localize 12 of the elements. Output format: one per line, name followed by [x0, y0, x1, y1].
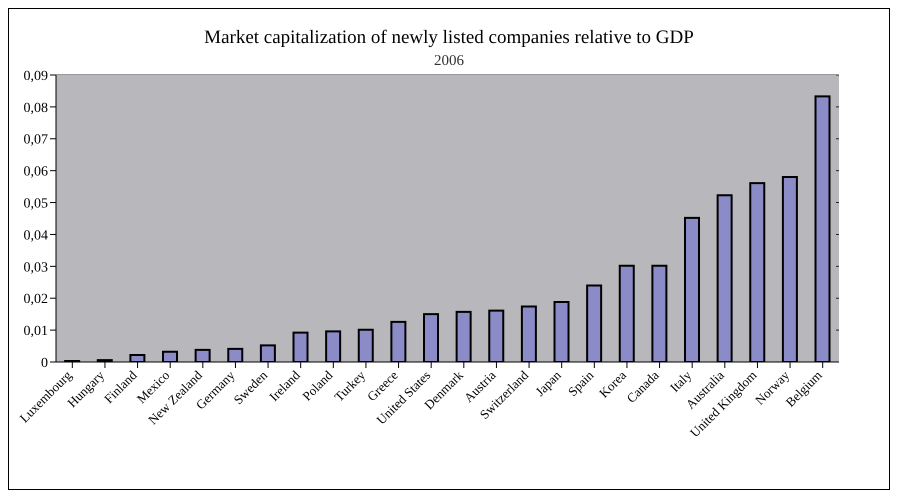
y-tick-label: 0,07 [24, 132, 48, 148]
chart-title: Market capitalization of newly listed companies relative to GDP [203, 27, 695, 49]
y-tick-label: 0,05 [24, 196, 48, 212]
y-tick-label: 0,08 [24, 100, 48, 116]
y-tick-label: 0 [41, 356, 48, 371]
y-tick-label: 0,09 [24, 68, 48, 84]
y-tick-label: 0,03 [24, 260, 48, 276]
y-tick-label: 0,02 [24, 292, 48, 308]
y-tick-label: 0,01 [24, 324, 48, 340]
y-tick-label: 0,04 [24, 228, 48, 244]
y-tick-label: 0,06 [24, 164, 48, 180]
chart-subtitle: 2006 [433, 53, 465, 70]
